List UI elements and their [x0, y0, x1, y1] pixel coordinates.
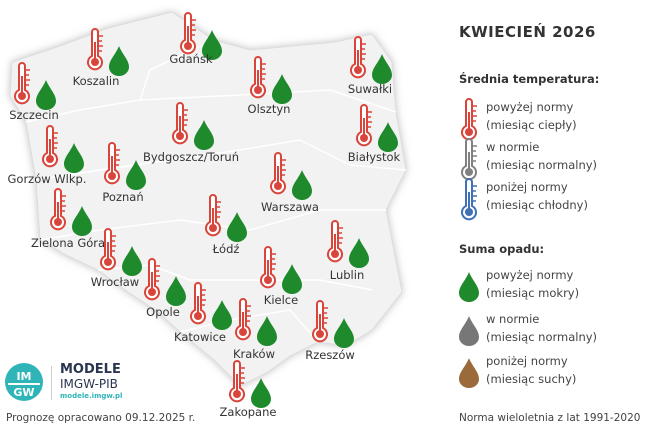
norm-period: Norma wieloletnia z lat 1991-2020 — [459, 412, 641, 424]
drop-green-icon — [72, 206, 92, 236]
legend-label: powyżej normy — [486, 268, 574, 282]
thermometer-red-icon — [354, 104, 374, 148]
city-label: Kielce — [263, 293, 299, 307]
city-label: Kraków — [232, 347, 276, 361]
thermometer-red-icon — [459, 98, 479, 142]
logo-url[interactable]: modele.imgw.pl — [60, 392, 123, 400]
svg-text:GW: GW — [13, 386, 34, 399]
legend-label: w normie — [486, 140, 540, 154]
legend-temp-cold: poniżej normy (miesiąc chłodny) — [459, 178, 659, 218]
legend-sublabel: (miesiąc ciepły) — [486, 118, 577, 132]
thermometer-red-icon — [178, 12, 198, 56]
temperature-legend-heading: Średnia temperatura: — [459, 72, 600, 86]
legend-precip-wet: powyżej normy (miesiąc mokry) — [459, 266, 659, 306]
drop-green-icon — [349, 238, 369, 268]
city-label: Łódź — [212, 242, 240, 256]
forecast-date: Prognozę opracowano 09.12.2025 r. — [6, 412, 196, 424]
thermometer-blue-icon — [459, 178, 479, 222]
city-label: Opole — [146, 305, 180, 319]
legend-sublabel: (miesiąc normalny) — [486, 158, 598, 172]
drop-green-icon — [372, 54, 392, 84]
legend-temp-warm: powyżej normy (miesiąc ciepły) — [459, 98, 659, 138]
thermometer-red-icon — [12, 62, 32, 106]
city-label: Gdańsk — [169, 52, 213, 66]
drop-green-icon — [251, 378, 271, 408]
legend-label: w normie — [486, 312, 540, 326]
thermometer-red-icon — [48, 188, 68, 232]
drop-green-icon — [292, 170, 312, 200]
thermometer-red-icon — [85, 28, 105, 72]
legend-sublabel: (miesiąc chłodny) — [486, 198, 588, 212]
city-label: Olsztyn — [247, 102, 291, 116]
logo-org: IMGW-PIB — [60, 377, 118, 391]
legend-temp-normal: w normie (miesiąc normalny) — [459, 138, 659, 178]
city-label: Zakopane — [219, 405, 277, 419]
thermometer-red-icon — [188, 282, 208, 326]
thermometer-red-icon — [233, 298, 253, 342]
city-label: Koszalin — [72, 74, 120, 88]
thermometer-gray-icon — [459, 138, 479, 182]
drop-green-icon — [36, 80, 56, 110]
legend-sublabel: (miesiąc normalny) — [486, 330, 598, 344]
drop-green-icon — [109, 46, 129, 76]
thermometer-red-icon — [170, 102, 190, 146]
legend-sublabel: (miesiąc mokry) — [486, 286, 580, 300]
thermometer-red-icon — [268, 152, 288, 196]
drop-green-icon — [378, 122, 398, 152]
imgw-logo: IM GW MODELE IMGW-PIB modele.imgw.pl — [4, 362, 124, 404]
city-label: Lublin — [329, 268, 365, 282]
thermometer-red-icon — [348, 36, 368, 80]
drop-green-icon — [194, 120, 214, 150]
drop-brown-icon — [459, 358, 479, 388]
legend-precip-dry: poniżej normy (miesiąc suchy) — [459, 352, 659, 392]
city-label: Gorzów Wlkp. — [7, 172, 87, 186]
thermometer-red-icon — [102, 142, 122, 186]
drop-green-icon — [257, 316, 277, 346]
drop-green-icon — [459, 272, 479, 302]
drop-green-icon — [212, 300, 232, 330]
drop-green-icon — [282, 264, 302, 294]
thermometer-red-icon — [248, 56, 268, 100]
logo-name: MODELE — [60, 362, 121, 377]
legend-precip-normal: w normie (miesiąc normalny) — [459, 310, 659, 350]
city-label: Warszawa — [261, 200, 319, 214]
city-label: Poznań — [102, 190, 144, 204]
thermometer-red-icon — [310, 300, 330, 344]
thermometer-red-icon — [227, 360, 247, 404]
precip-legend-heading: Suma opadu: — [459, 242, 545, 256]
drop-green-icon — [166, 276, 186, 306]
drop-green-icon — [126, 160, 146, 190]
thermometer-red-icon — [142, 258, 162, 302]
page-title: KWIECIEŃ 2026 — [459, 23, 596, 41]
drop-green-icon — [227, 212, 247, 242]
drop-green-icon — [334, 318, 354, 348]
legend-label: poniżej normy — [486, 180, 568, 194]
city-label: Suwałki — [347, 82, 393, 96]
city-label: Rzeszów — [305, 348, 355, 362]
city-label: Katowice — [174, 330, 226, 344]
drop-green-icon — [122, 246, 142, 276]
thermometer-red-icon — [258, 246, 278, 290]
thermometer-red-icon — [203, 194, 223, 238]
legend-sublabel: (miesiąc suchy) — [486, 372, 577, 386]
thermometer-red-icon — [98, 228, 118, 272]
city-label: Szczecin — [9, 108, 59, 122]
thermometer-red-icon — [40, 125, 60, 169]
city-label: Wrocław — [90, 275, 140, 289]
city-label: Zielona Góra — [30, 236, 106, 250]
legend-label: poniżej normy — [486, 354, 568, 368]
city-label: Białystok — [347, 150, 401, 164]
city-label: Bydgoszcz/Toruń — [142, 150, 240, 164]
imgw-logo-mark: IM GW — [5, 363, 43, 401]
drop-gray-icon — [459, 316, 479, 346]
drop-green-icon — [64, 143, 84, 173]
thermometer-red-icon — [325, 220, 345, 264]
legend-label: powyżej normy — [486, 100, 574, 114]
drop-green-icon — [272, 74, 292, 104]
svg-text:IM: IM — [16, 370, 31, 383]
